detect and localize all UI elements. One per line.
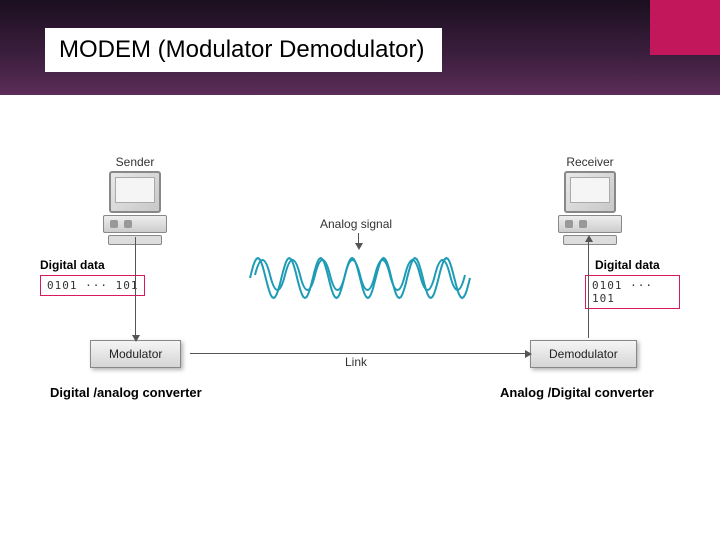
- receiver-label: Receiver: [550, 155, 630, 169]
- analog-wave-icon: [245, 243, 475, 313]
- sender-label: Sender: [95, 155, 175, 169]
- corner-accent: [650, 0, 720, 55]
- modulator-box: Modulator: [90, 340, 181, 368]
- receiver-computer: Receiver: [550, 155, 630, 245]
- arrowhead-demod-recv: [585, 235, 593, 242]
- analog-signal-label: Analog signal: [320, 217, 392, 231]
- demodulator-box: Demodulator: [530, 340, 637, 368]
- sender-base-icon: [103, 215, 167, 233]
- arrowhead-analog: [355, 243, 363, 250]
- receiver-data-box: 0101 ··· 101: [585, 275, 680, 309]
- ad-converter-label: Analog /Digital converter: [500, 385, 654, 400]
- link-label: Link: [345, 355, 367, 369]
- slide-header: MODEM (Modulator Demodulator): [0, 0, 720, 95]
- da-converter-label: Digital /analog converter: [50, 385, 202, 400]
- arrow-demod-to-receiver: [588, 240, 589, 338]
- sender-computer: Sender: [95, 155, 175, 245]
- modem-diagram: Sender Receiver Digital data 0101 ··· 10…: [40, 155, 680, 435]
- receiver-base-icon: [558, 215, 622, 233]
- sender-data-box: 0101 ··· 101: [40, 275, 145, 296]
- sender-monitor-icon: [109, 171, 161, 213]
- arrowhead-sender-mod: [132, 335, 140, 342]
- receiver-monitor-icon: [564, 171, 616, 213]
- sender-data-label: Digital data: [40, 258, 105, 272]
- arrowhead-link: [525, 350, 532, 358]
- link-line: [190, 353, 528, 354]
- receiver-data-label: Digital data: [595, 258, 660, 272]
- arrow-sender-to-modulator: [135, 237, 136, 337]
- slide-title: MODEM (Modulator Demodulator): [45, 28, 442, 72]
